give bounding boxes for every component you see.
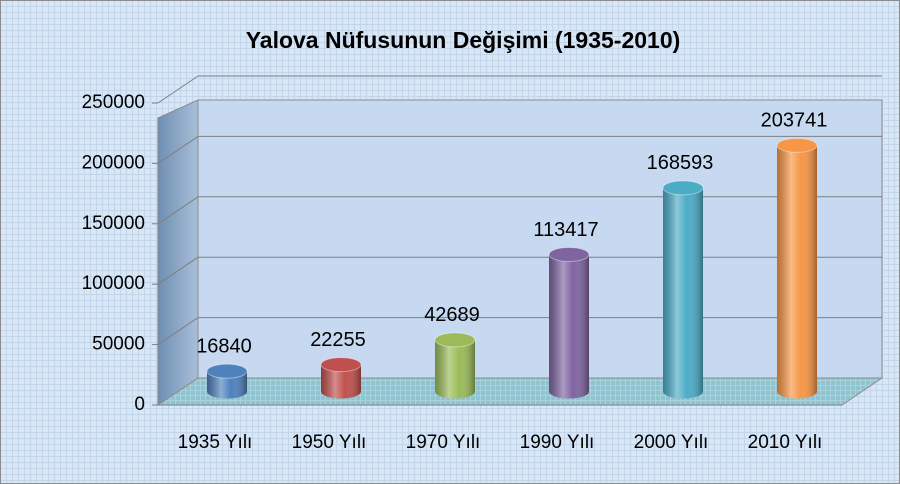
value-label: 42689 bbox=[424, 304, 480, 326]
x-tick-label: 2010 Yılı bbox=[748, 432, 823, 453]
y-tick-label: 50000 bbox=[92, 334, 145, 355]
bar-top bbox=[776, 137, 818, 153]
value-label: 22255 bbox=[310, 329, 366, 351]
value-label: 16840 bbox=[196, 335, 252, 357]
x-tick-label: 1970 Yılı bbox=[406, 432, 481, 453]
bar-shade bbox=[549, 254, 589, 399]
value-label: 113417 bbox=[533, 219, 598, 241]
back-wall bbox=[197, 99, 883, 379]
bar-shade bbox=[777, 145, 818, 399]
bar-top bbox=[662, 180, 704, 196]
x-tick-label: 1990 Yılı bbox=[520, 432, 595, 453]
bar-top bbox=[206, 363, 248, 379]
bar-shade bbox=[321, 364, 362, 399]
chart-title: Yalova Nüfusunun Değişimi (1935-2010) bbox=[246, 27, 681, 53]
grid-line bbox=[157, 317, 199, 346]
y-tick-label: 0 bbox=[134, 394, 145, 415]
y-tick-label: 150000 bbox=[82, 213, 145, 234]
bar-top bbox=[434, 332, 476, 348]
bar-shade bbox=[663, 187, 703, 399]
grid-line bbox=[157, 196, 199, 225]
side-wall bbox=[157, 99, 199, 406]
value-label: 168593 bbox=[647, 152, 714, 174]
value-label: 203741 bbox=[761, 110, 828, 132]
grid-line bbox=[157, 256, 199, 285]
grid-line bbox=[157, 135, 199, 164]
y-tick-label: 200000 bbox=[82, 152, 145, 173]
bar-shade bbox=[435, 339, 475, 399]
floor bbox=[156, 377, 884, 406]
grid-line bbox=[157, 75, 199, 104]
bar-top bbox=[548, 246, 590, 262]
y-tick-label: 100000 bbox=[82, 273, 145, 294]
x-tick-label: 2000 Yılı bbox=[634, 432, 709, 453]
x-tick-label: 1935 Yılı bbox=[178, 432, 253, 453]
bar-top bbox=[320, 357, 362, 373]
x-tick-label: 1950 Yılı bbox=[292, 432, 367, 453]
y-tick-label: 250000 bbox=[82, 92, 145, 113]
bar-shade bbox=[207, 371, 247, 399]
